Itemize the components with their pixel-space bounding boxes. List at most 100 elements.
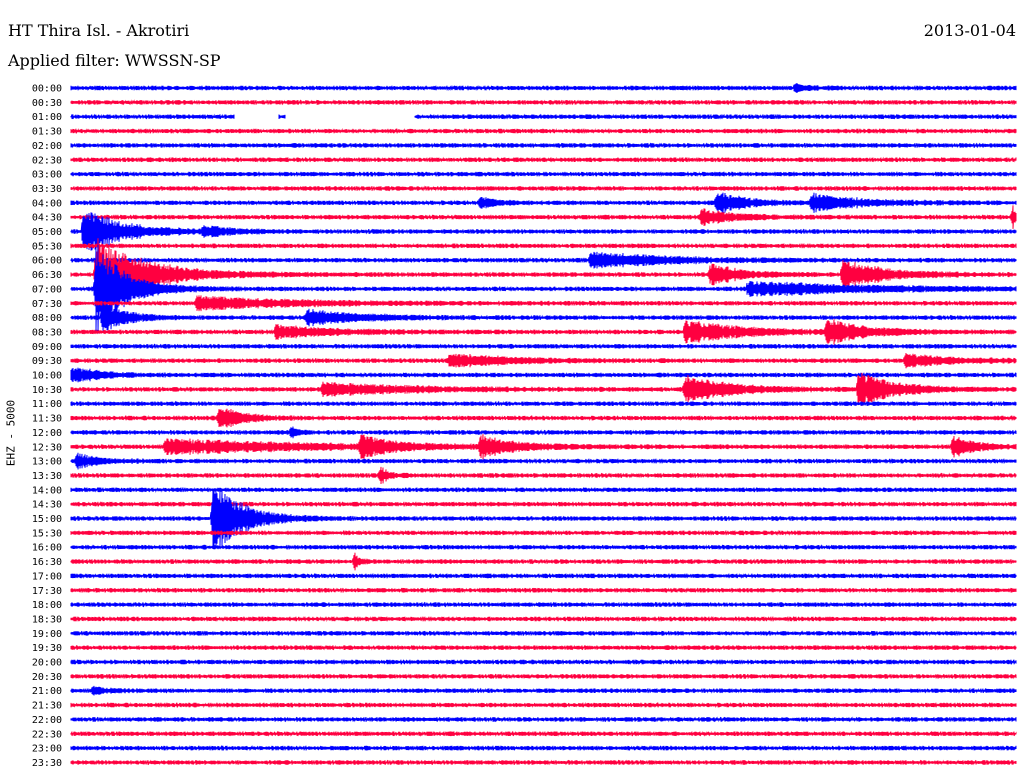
row-time-label: 02:30 — [32, 155, 62, 166]
trace-row — [70, 142, 1017, 149]
row-time-label: 23:30 — [32, 758, 62, 769]
trace-row — [70, 466, 1017, 485]
trace-row — [70, 488, 1017, 549]
trace-row — [70, 185, 1017, 192]
trace-row — [70, 587, 1017, 594]
row-time-label: 19:30 — [32, 643, 62, 654]
row-time-label: 13:30 — [32, 471, 62, 482]
trace-row — [70, 716, 1017, 723]
row-time-label: 07:30 — [32, 299, 62, 310]
trace-row — [70, 529, 1017, 536]
trace-row — [70, 319, 1017, 345]
trace-row — [70, 352, 1017, 369]
row-time-label: 06:30 — [32, 270, 62, 281]
row-time-label: 05:30 — [32, 241, 62, 252]
row-time-label: 21:00 — [32, 686, 62, 697]
row-time-label: 22:00 — [32, 715, 62, 726]
row-time-label: 13:00 — [32, 457, 62, 468]
trace-row — [70, 343, 1017, 350]
trace-row — [70, 486, 1017, 493]
row-time-label: 11:00 — [32, 399, 62, 410]
trace-row — [70, 452, 1017, 470]
row-time-label: 00:30 — [32, 98, 62, 109]
row-time-label: 19:00 — [32, 629, 62, 640]
trace-row — [70, 367, 1017, 383]
trace-row — [70, 156, 1017, 163]
trace-row — [70, 303, 1017, 333]
row-time-label: 10:30 — [32, 385, 62, 396]
row-time-label: 12:00 — [32, 428, 62, 439]
trace-row — [70, 685, 1017, 696]
row-time-label: 09:00 — [32, 342, 62, 353]
trace-row — [70, 730, 1017, 737]
filter-label: Applied filter: WWSSN-SP — [8, 51, 221, 70]
trace-row — [70, 82, 1017, 94]
row-time-label: 08:00 — [32, 313, 62, 324]
trace-row — [70, 127, 1017, 135]
row-time-label: 22:30 — [32, 729, 62, 740]
trace-row — [70, 630, 1017, 637]
trace-row — [70, 113, 1017, 120]
row-time-label: 09:30 — [32, 356, 62, 367]
trace-row — [70, 673, 1017, 680]
trace-row — [70, 552, 1017, 571]
row-time-label: 01:30 — [32, 127, 62, 138]
row-time-label: 16:00 — [32, 543, 62, 554]
trace-row — [70, 242, 1017, 249]
trace-row — [70, 615, 1017, 623]
trace-row — [70, 400, 1017, 407]
trace-row — [70, 572, 1017, 579]
row-time-label: 23:00 — [32, 744, 62, 755]
trace-row — [70, 251, 1017, 269]
row-time-label: 16:30 — [32, 557, 62, 568]
row-time-label: 20:30 — [32, 672, 62, 683]
trace-row — [70, 745, 1017, 752]
trace-row — [70, 212, 1017, 251]
trace-row — [70, 408, 1017, 428]
row-time-label: 12:30 — [32, 442, 62, 453]
trace-row — [70, 644, 1017, 651]
row-time-label: 07:00 — [32, 284, 62, 295]
row-time-label: 18:30 — [32, 614, 62, 625]
row-time-label: 05:00 — [32, 227, 62, 238]
row-time-label: 21:30 — [32, 701, 62, 712]
trace-row — [70, 295, 1017, 312]
row-time-label: 15:30 — [32, 528, 62, 539]
record-date: 2013-01-04 — [923, 21, 1016, 40]
row-time-label: 20:00 — [32, 658, 62, 669]
row-time-label: 18:00 — [32, 600, 62, 611]
trace-row — [70, 426, 1017, 439]
row-time-label: 06:00 — [32, 256, 62, 267]
trace-row — [70, 658, 1017, 666]
row-time-label: 14:00 — [32, 485, 62, 496]
row-time-label: 11:30 — [32, 414, 62, 425]
row-time-label: 10:00 — [32, 371, 62, 382]
trace-row — [70, 372, 1017, 406]
row-time-label: 15:00 — [32, 514, 62, 525]
trace-row — [70, 238, 1017, 311]
row-time-label: 02:00 — [32, 141, 62, 152]
row-time-label: 04:30 — [32, 213, 62, 224]
row-time-label: 04:00 — [32, 198, 62, 209]
row-time-label: 17:30 — [32, 586, 62, 597]
trace-row — [70, 759, 1017, 766]
row-time-label: 08:30 — [32, 327, 62, 338]
row-time-label: 17:00 — [32, 571, 62, 582]
trace-row — [70, 544, 1017, 551]
row-time-label: 01:00 — [32, 112, 62, 123]
trace-row — [70, 192, 1017, 214]
trace-row — [70, 171, 1017, 178]
trace-row — [70, 601, 1017, 608]
trace-row — [70, 205, 1017, 229]
row-time-label: 14:30 — [32, 500, 62, 511]
trace-row — [70, 701, 1017, 709]
row-time-label: 03:30 — [32, 184, 62, 195]
trace-row — [70, 244, 1017, 334]
row-time-label: 00:00 — [32, 84, 62, 95]
row-time-label: 03:00 — [32, 170, 62, 181]
trace-row — [70, 434, 1017, 460]
station-title: HT Thira Isl. - Akrotiri — [8, 21, 190, 40]
trace-row — [70, 99, 1017, 106]
